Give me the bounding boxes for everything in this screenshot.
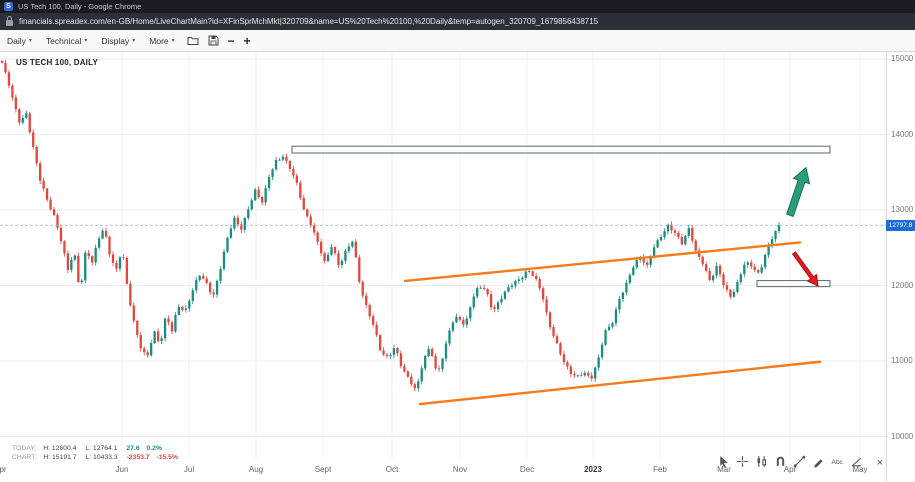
- today-high: H: 12800.4: [43, 445, 77, 452]
- svg-text:Abc: Abc: [832, 459, 844, 466]
- menu-daily[interactable]: Daily ▾: [7, 36, 32, 46]
- window-title-bar: S US Tech 100, Daily - Google Chrome: [0, 0, 915, 13]
- chart-menu-bar: Daily ▾ Technical ▾ Display ▾ More ▾ − +: [0, 30, 915, 52]
- today-change: 27.6: [126, 445, 140, 452]
- menu-display[interactable]: Display ▾: [101, 36, 135, 46]
- chevron-down-icon: ▾: [171, 38, 175, 44]
- upper-channel-trendline[interactable]: [403, 241, 802, 283]
- chart-low: L: 10433.3: [85, 454, 118, 461]
- x-axis-label: Apr: [783, 465, 797, 474]
- chart-stats: TODAY: H: 12800.4 L: 12764.1 27.6 0.2% C…: [12, 444, 183, 462]
- y-axis-label: 10000: [891, 431, 914, 441]
- brush-icon[interactable]: [812, 455, 825, 468]
- lock-icon[interactable]: [6, 15, 13, 26]
- menu-label: More: [149, 35, 169, 46]
- chevron-down-icon: ▾: [132, 38, 136, 44]
- menu-icon-group: − +: [187, 35, 251, 47]
- chart-change-pct: -15.5%: [156, 454, 179, 461]
- x-axis-label: Dec: [519, 465, 535, 474]
- candlestick-chart: [0, 52, 886, 459]
- chart-title: US TECH 100, DAILY: [16, 58, 98, 67]
- y-axis-label: 15000: [891, 54, 914, 63]
- gridlines: [0, 52, 886, 459]
- today-label: TODAY:: [12, 445, 37, 452]
- menu-more[interactable]: More ▾: [149, 36, 174, 46]
- x-axis-label: 2023: [584, 465, 602, 474]
- spreadex-favicon: S: [4, 2, 13, 11]
- menu-label: Technical: [45, 35, 82, 46]
- y-axis-label: 11000: [891, 356, 913, 365]
- x-axis-label: Jun: [115, 465, 129, 474]
- drawing-toolbar: Abc: [717, 455, 863, 468]
- menu-items: Daily ▾ Technical ▾ Display ▾ More ▾: [7, 36, 175, 46]
- lower-channel-trendline[interactable]: [418, 360, 822, 406]
- angle-tool-icon[interactable]: [850, 455, 863, 468]
- x-axis-label: Mar: [717, 465, 731, 474]
- crosshair-icon[interactable]: [736, 455, 749, 468]
- chart-stats-row: CHART: H: 15191.7 L: 10433.3 -2353.7 -15…: [12, 453, 183, 462]
- window-title: US Tech 100, Daily - Google Chrome: [18, 2, 142, 11]
- menu-technical[interactable]: Technical ▾: [46, 36, 87, 46]
- chart-high: H: 15191.7: [43, 454, 77, 461]
- chart-close-button[interactable]: ×: [876, 457, 883, 469]
- today-stats-row: TODAY: H: 12800.4 L: 12764.1 27.6 0.2%: [12, 444, 183, 453]
- chevron-down-icon: ▾: [84, 38, 88, 44]
- menu-label: Display: [101, 35, 130, 46]
- price-axis[interactable]: 15000 14000 13000 12000 11000 10000: [886, 52, 915, 482]
- x-axis-label: Nov: [452, 465, 468, 474]
- text-tool-icon[interactable]: Abc: [831, 455, 844, 468]
- trendline-icon[interactable]: [793, 455, 806, 468]
- chart-area[interactable]: US TECH 100, DAILY 15000 14000 13000 12000 1…: [0, 52, 915, 482]
- chart-change: -2353.7: [126, 454, 150, 461]
- candlestick-series: [0, 59, 781, 392]
- browser-address-bar[interactable]: financials.spreadex.com/en-GB/Home/LiveC…: [0, 13, 915, 30]
- resistance-zone-box[interactable]: [291, 145, 831, 154]
- url-text[interactable]: financials.spreadex.com/en-GB/Home/LiveC…: [19, 17, 599, 26]
- open-layout-icon[interactable]: [187, 35, 199, 46]
- today-low: L: 12764.1: [85, 445, 118, 452]
- y-axis-label: 12000: [891, 280, 914, 290]
- magnet-icon[interactable]: [774, 455, 787, 468]
- save-icon[interactable]: [208, 35, 219, 46]
- candlestick-icon[interactable]: [755, 455, 768, 468]
- x-axis-label: pr: [0, 465, 7, 474]
- bullish-arrow-annotation[interactable]: [786, 166, 811, 218]
- pointer-icon[interactable]: [717, 455, 730, 468]
- x-axis-label: Oct: [385, 465, 399, 474]
- x-axis-label: Aug: [248, 465, 264, 474]
- x-axis-label: Feb: [653, 465, 667, 474]
- y-axis-label: 13000: [891, 205, 914, 214]
- x-axis-label: Jul: [183, 465, 195, 474]
- y-axis-label: 14000: [891, 129, 914, 139]
- zoom-out-icon[interactable]: −: [227, 33, 235, 48]
- menu-label: Daily: [7, 35, 26, 46]
- chevron-down-icon: ▾: [28, 38, 32, 44]
- chart-label: CHART:: [12, 454, 37, 461]
- bearish-arrow-annotation[interactable]: [791, 251, 819, 287]
- x-axis-label: Sept: [314, 465, 332, 474]
- support-zone-box[interactable]: [756, 280, 831, 288]
- zoom-in-icon[interactable]: +: [243, 33, 251, 48]
- x-axis-label: May: [852, 465, 868, 474]
- last-price-badge: 12797.8: [886, 219, 915, 231]
- today-change-pct: 0.2%: [146, 445, 163, 452]
